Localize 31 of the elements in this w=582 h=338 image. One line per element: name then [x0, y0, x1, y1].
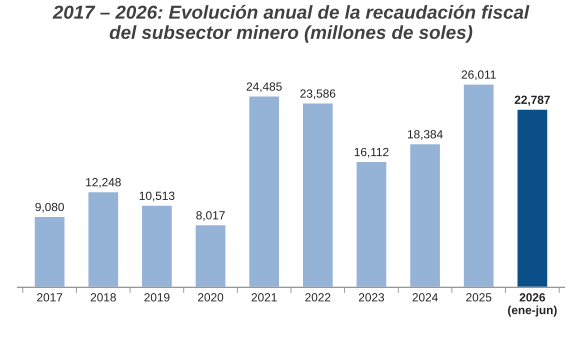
x-tick-label: 2024 [412, 293, 438, 302]
bar [516, 108, 549, 288]
x-tick-label: 2026 (ene-jun) [508, 293, 557, 317]
data-label: 24,485 [246, 82, 282, 92]
data-label: 10,513 [140, 192, 174, 202]
bar [248, 95, 280, 288]
data-label: 8,017 [196, 211, 225, 221]
x-tick-label: 2018 [90, 293, 116, 302]
x-tick-label: 2020 [198, 293, 224, 302]
x-tick-label: 2021 [252, 293, 277, 302]
x-tick-label: 2023 [358, 293, 384, 302]
bar [140, 204, 174, 288]
bar [33, 216, 66, 288]
data-label: 26,011 [462, 70, 496, 80]
data-label: 16,112 [354, 148, 388, 158]
chart-title: 2017 – 2026: Evolución anual de la recaudación fiscal del subsector minero (millones de soles) [52, 4, 530, 43]
bar [302, 102, 334, 288]
x-tick-label: 2022 [305, 293, 330, 302]
x-tick-label: 2025 [466, 293, 492, 302]
data-label: 9,080 [35, 202, 64, 213]
x-tick-label: 2017 [37, 293, 62, 302]
bar [462, 83, 495, 288]
data-label: 22,787 [514, 96, 550, 106]
x-tick-label: 2019 [144, 293, 170, 302]
bar [194, 224, 227, 288]
data-label: 23,586 [300, 89, 336, 100]
bar [355, 160, 388, 288]
bar [408, 142, 442, 288]
bar [87, 190, 120, 288]
data-label: 12,248 [86, 178, 121, 188]
data-label: 18,384 [408, 130, 443, 140]
